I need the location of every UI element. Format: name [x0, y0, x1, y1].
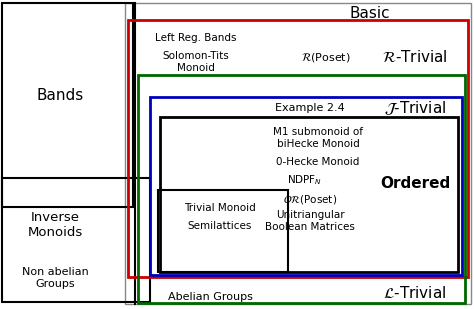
Text: Left Reg. Bands: Left Reg. Bands	[155, 33, 237, 43]
Text: 0-Hecke Monoid: 0-Hecke Monoid	[276, 157, 360, 167]
Text: $\mathcal{R}$(Poset): $\mathcal{R}$(Poset)	[301, 50, 351, 64]
Text: Unitriangular
Boolean Matrices: Unitriangular Boolean Matrices	[265, 210, 355, 232]
Text: NDPF$_N$: NDPF$_N$	[287, 173, 323, 187]
Text: Bands: Bands	[36, 87, 83, 103]
Bar	[160, 117, 458, 272]
Text: Inverse
Monoids: Inverse Monoids	[27, 211, 82, 239]
Text: Solomon-Tits
Monoid: Solomon-Tits Monoid	[163, 51, 229, 73]
Text: Example 2.4: Example 2.4	[275, 103, 345, 113]
Text: $\mathcal{R}$-Trivial: $\mathcal{R}$-Trivial	[382, 49, 448, 65]
Text: Trivial Monoid: Trivial Monoid	[184, 203, 256, 213]
Text: $\mathcal{J}$-Trivial: $\mathcal{J}$-Trivial	[384, 99, 446, 117]
Text: Ordered: Ordered	[380, 176, 450, 191]
Text: Semilattices: Semilattices	[188, 221, 252, 231]
Bar	[138, 75, 465, 303]
Text: $\mathcal{L}$-Trivial: $\mathcal{L}$-Trivial	[383, 286, 447, 301]
Text: Non abelian
Groups: Non abelian Groups	[22, 267, 88, 289]
Bar	[2, 178, 150, 302]
Bar	[128, 20, 468, 277]
Bar	[125, 3, 471, 304]
Bar	[2, 3, 133, 207]
Bar	[158, 190, 288, 272]
Text: $\mathcal{OR}$(Poset): $\mathcal{OR}$(Poset)	[283, 193, 337, 206]
Text: M1 submonoid of
biHecke Monoid: M1 submonoid of biHecke Monoid	[273, 127, 363, 149]
Text: Basic: Basic	[350, 6, 390, 20]
Text: Abelian Groups: Abelian Groups	[168, 292, 253, 302]
Bar	[150, 97, 462, 275]
